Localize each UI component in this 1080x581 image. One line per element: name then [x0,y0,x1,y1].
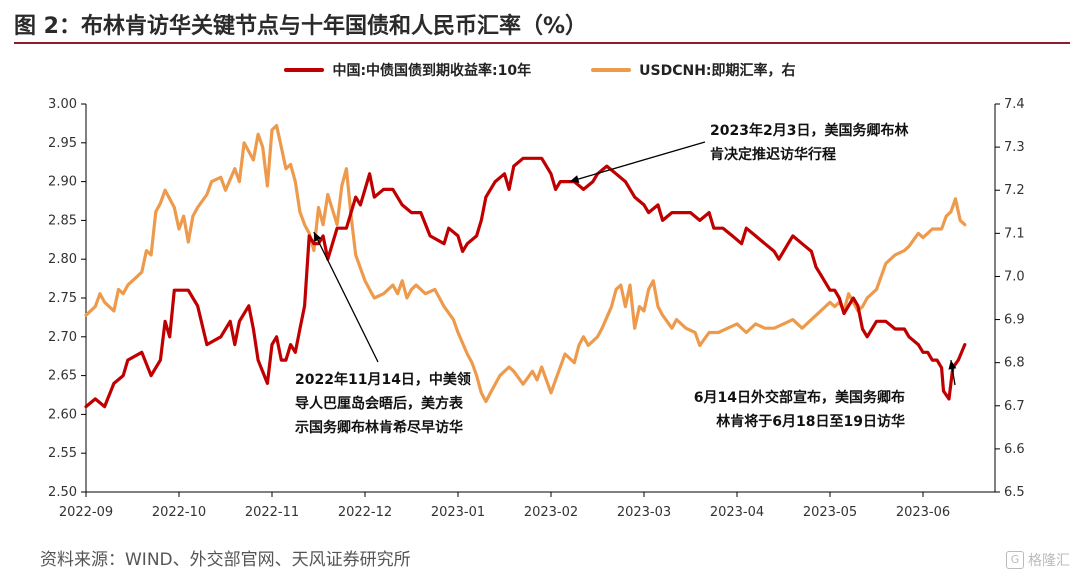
right-tick-label: 6.7 [1004,399,1025,414]
annotation-arrowhead [313,232,322,242]
x-tick-label: 2023-06 [896,505,950,520]
right-tick-label: 7.0 [1004,269,1025,284]
legend-item-fx: USDCNH:即期汇率，右 [591,60,796,80]
legend: 中国:中债国债到期收益率:10年 USDCNH:即期汇率，右 [0,60,1080,80]
right-tick-label: 6.6 [1004,442,1025,457]
left-tick-label: 2.70 [48,330,77,345]
watermark-logo: G 格隆汇 [1006,550,1070,570]
left-tick-label: 2.55 [48,446,77,461]
right-tick-label: 7.2 [1004,183,1025,198]
annotation-text: 2022年11月14日，中美领 [295,371,471,388]
left-tick-label: 2.90 [48,175,77,190]
right-tick-label: 7.1 [1004,226,1025,241]
source-note: 资料来源：WIND、外交部官网、天风证券研究所 [40,550,411,570]
x-tick-label: 2023-03 [617,505,671,520]
x-tick-label: 2022-10 [152,505,206,520]
right-tick-label: 6.8 [1004,356,1025,371]
right-tick-label: 6.5 [1004,485,1025,500]
annotation-text: 导人巴厘岛会晤后，美方表 [295,395,464,412]
right-tick-label: 7.4 [1004,97,1025,112]
left-tick-label: 2.50 [48,485,77,500]
series-line-fx [84,124,967,404]
legend-swatch-fx [591,68,632,72]
annotation-arrow-line [313,231,379,363]
logo-icon: G [1006,551,1024,569]
x-tick-label: 2023-01 [431,505,485,520]
left-tick-label: 2.85 [48,213,77,228]
x-tick-label: 2022-09 [59,505,113,520]
annotation-text: 肯决定推迟访华行程 [710,146,836,163]
x-tick-label: 2022-11 [245,505,299,520]
title-underline [14,42,1070,44]
annotation-text: 示国务卿布林肯希尽早访华 [295,419,463,436]
right-tick-label: 6.9 [1004,313,1025,328]
annotation-arrow-line [569,141,706,183]
series-line-bond [84,156,967,409]
left-tick-label: 2.75 [48,291,77,306]
x-tick-label: 2023-02 [524,505,578,520]
annotation-text: 林肯将于6月18日至19日访华 [716,413,905,430]
left-tick-label: 2.80 [48,252,77,267]
legend-swatch-bond [284,68,325,72]
x-tick-label: 2023-05 [803,505,857,520]
legend-item-bond: 中国:中债国债到期收益率:10年 [284,60,531,80]
legend-label-bond: 中国:中债国债到期收益率:10年 [332,63,532,79]
right-tick-label: 7.3 [1004,140,1025,155]
annotation-arrowhead [569,175,580,183]
legend-label-fx: USDCNH:即期汇率，右 [639,63,796,79]
annotation-text: 2023年2月3日，美国务卿布林 [710,122,908,139]
left-tick-label: 2.65 [48,369,77,384]
left-tick-label: 2.95 [48,136,77,151]
annotation-text: 6月14日外交部宣布，美国务卿布 [694,389,905,406]
x-tick-label: 2023-04 [710,505,764,520]
x-tick-label: 2022-12 [338,505,392,520]
logo-text: 格隆汇 [1028,553,1070,569]
chart-title: 图 2：布林肯访华关键节点与十年国债和人民币汇率（%） [14,14,588,39]
left-tick-label: 3.00 [48,97,77,112]
annotation-arrowhead [948,360,957,370]
left-tick-label: 2.60 [48,407,77,422]
